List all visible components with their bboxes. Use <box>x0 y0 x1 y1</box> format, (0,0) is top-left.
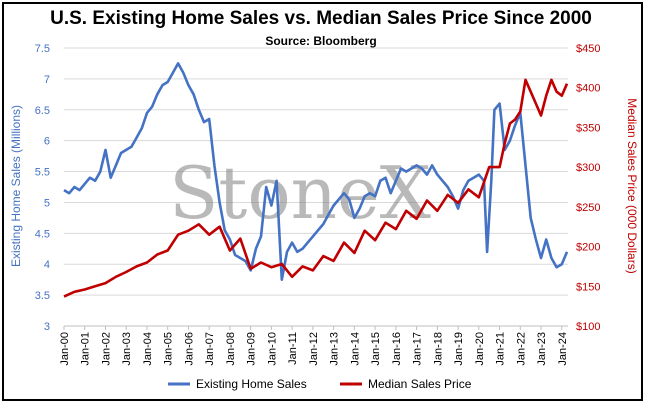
watermark: StoneX <box>169 151 431 235</box>
y-tick-label: 7.5 <box>35 43 50 55</box>
x-tick-label: Jan-11 <box>287 332 299 365</box>
y-tick-label: 5.5 <box>35 167 50 179</box>
x-axis-ticks: Jan-00 Jan-01 Jan-02 Jan-03 Jan-04 Jan-05 Jan-… <box>59 326 569 366</box>
y2-tick-label: $150 <box>576 281 600 293</box>
x-tick-label: Jan-24 <box>557 332 569 366</box>
y-tick-label: 7 <box>44 74 50 86</box>
legend-label-price: Median Sales Price <box>368 377 472 391</box>
x-tick-label: Jan-18 <box>432 332 444 366</box>
x-tick-label: Jan-15 <box>370 332 382 366</box>
series-layer <box>63 62 569 298</box>
right-axis-ticks: $100 $150 $200 $250 $300 $350 $400 $450 <box>576 43 600 333</box>
series-line-median-sales-price <box>63 78 569 298</box>
y2-tick-label: $250 <box>576 202 600 214</box>
y2-tick-label: $350 <box>576 122 600 134</box>
x-tick-label: Jan-00 <box>59 332 71 366</box>
x-tick-label: Jan-19 <box>453 332 465 366</box>
y2-tick-label: $450 <box>576 43 600 55</box>
x-tick-label: Jan-03 <box>121 332 133 366</box>
x-tick-label: Jan-06 <box>183 332 195 366</box>
x-tick-label: Jan-05 <box>163 332 175 366</box>
x-tick-label: Jan-02 <box>100 332 112 366</box>
y-tick-label: 6 <box>44 136 50 148</box>
x-tick-label: Jan-09 <box>246 332 258 366</box>
y2-tick-label: $400 <box>576 83 600 95</box>
x-tick-label: Jan-10 <box>266 332 278 366</box>
series-line-existing-home-sales <box>63 62 569 282</box>
legend: Existing Home Sales Median Sales Price <box>168 377 472 391</box>
x-tick-label: Jan-22 <box>515 332 527 366</box>
y-tick-label: 4.5 <box>35 228 50 240</box>
x-tick-label: Jan-20 <box>474 332 486 366</box>
x-tick-label: Jan-04 <box>142 332 154 366</box>
x-tick-label: Jan-13 <box>329 332 341 366</box>
x-tick-label: Jan-23 <box>536 332 548 366</box>
x-tick-label: Jan-07 <box>204 332 216 366</box>
y-axis-label: Existing Home Sales (Millions) <box>9 105 23 267</box>
left-axis-ticks: 3 3.5 4 4.5 5 5.5 6 6.5 7 7.5 <box>35 43 50 333</box>
x-tick-label: Jan-08 <box>225 332 237 366</box>
x-tick-label: Jan-21 <box>495 332 507 366</box>
x-tick-label: Jan-17 <box>412 332 424 366</box>
y-tick-label: 6.5 <box>35 105 50 117</box>
y2-axis-label: Median Sales Price (000 Dollars) <box>625 98 639 273</box>
x-tick-label: Jan-16 <box>391 332 403 366</box>
chart-title: U.S. Existing Home Sales vs. Median Sale… <box>50 8 592 29</box>
x-tick-label: Jan-01 <box>80 332 92 366</box>
chart-frame <box>2 2 643 401</box>
y2-tick-label: $200 <box>576 242 600 254</box>
y-tick-label: 3.5 <box>35 290 50 302</box>
chart-subtitle: Source: Bloomberg <box>265 34 376 48</box>
legend-label-sales: Existing Home Sales <box>196 377 307 391</box>
x-tick-label: Jan-12 <box>308 332 320 366</box>
x-tick-label: Jan-14 <box>349 332 361 366</box>
y2-tick-label: $100 <box>576 321 600 333</box>
y-tick-label: 5 <box>44 197 50 209</box>
y-tick-label: 3 <box>44 321 50 333</box>
y2-tick-label: $300 <box>576 162 600 174</box>
gridlines <box>64 47 568 327</box>
y-tick-label: 4 <box>44 259 50 271</box>
